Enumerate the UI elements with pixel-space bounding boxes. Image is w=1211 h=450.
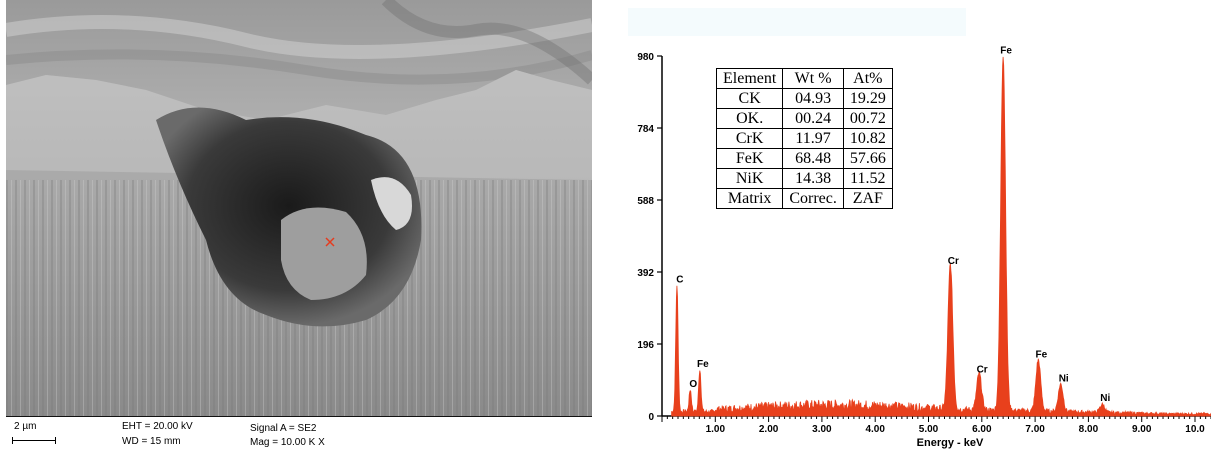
- wd-label: WD = 15 mm: [122, 436, 181, 447]
- x-tick-label: 7.00: [1025, 424, 1045, 435]
- mag-label: Mag = 10.00 K X: [250, 437, 325, 448]
- peak-label: Ni: [1059, 373, 1069, 384]
- eds-spectrum: 0 196 392 588 784 980 1.00 2.00 3.00 4.00 5.00 6.0…: [600, 0, 1211, 450]
- table-cell: 14.38: [782, 168, 844, 189]
- x-tick-label: 5.00: [919, 424, 939, 435]
- spectrum-chart: 0 196 392 588 784 980 1.00 2.00 3.00 4.00 5.00 6.0…: [637, 45, 1211, 449]
- sem-info-bar: 2 µm EHT = 20.00 kV WD = 15 mm Signal A …: [6, 416, 592, 450]
- table-cell: ZAF: [842, 188, 893, 209]
- peak-label: O: [689, 379, 697, 390]
- table-row: CK 04.93 19.29: [715, 88, 893, 109]
- signal-label: Signal A = SE2: [250, 423, 317, 434]
- table-cell: Correc.: [782, 188, 844, 209]
- peak-label: Ni: [1100, 393, 1110, 404]
- table-row: FeK 68.48 57.66: [715, 148, 893, 169]
- sem-micrograph: 2 µm EHT = 20.00 kV WD = 15 mm Signal A …: [6, 0, 592, 450]
- spectrum-series: [671, 56, 1211, 417]
- table-cell: At%: [842, 68, 893, 89]
- y-tick-label: 784: [637, 124, 654, 135]
- table-cell: 11.52: [842, 168, 893, 189]
- peak-label: Cr: [948, 256, 959, 267]
- x-axis-label: Energy - keV: [917, 437, 984, 449]
- spectrum-header-strip: [628, 8, 966, 36]
- y-tick-label: 980: [637, 52, 654, 63]
- x-tick-label: 10.0: [1185, 424, 1205, 435]
- x-tick-label: 2.00: [759, 424, 779, 435]
- table-row: Matrix Correc. ZAF: [715, 188, 893, 209]
- table-cell: FeK: [715, 148, 784, 169]
- scale-label: 2 µm: [14, 421, 37, 432]
- peak-label: Cr: [977, 364, 988, 375]
- table-cell: 19.29: [842, 88, 893, 109]
- peak-label: Fe: [1000, 45, 1012, 56]
- table-header-row: Element Wt % At%: [715, 68, 893, 89]
- x-tick-labels: 1.00 2.00 3.00 4.00 5.00 6.00 7.00 8.00 9.00 10.0: [661, 416, 1211, 435]
- table-cell: Matrix: [715, 188, 784, 209]
- table-cell: 04.93: [782, 88, 844, 109]
- table-row: OK. 00.24 00.72: [715, 108, 893, 129]
- table-cell: 00.24: [782, 108, 844, 129]
- y-tick-label: 392: [637, 268, 654, 279]
- x-tick-label: 3.00: [812, 424, 832, 435]
- table-cell: 11.97: [782, 128, 844, 149]
- table-row: NiK 14.38 11.52: [715, 168, 893, 189]
- table-cell: Element: [715, 68, 784, 89]
- x-tick-label: 9.00: [1132, 424, 1152, 435]
- peak-label: Fe: [697, 359, 709, 370]
- y-tick-label: 196: [637, 340, 654, 351]
- table-cell: Wt %: [782, 68, 844, 89]
- scale-bar: [12, 437, 56, 444]
- table-cell: 57.66: [842, 148, 893, 169]
- table-cell: 00.72: [842, 108, 893, 129]
- x-tick-label: 4.00: [865, 424, 885, 435]
- table-row: CrK 11.97 10.82: [715, 128, 893, 149]
- y-tick-label: 588: [637, 196, 654, 207]
- table-cell: 68.48: [782, 148, 844, 169]
- table-cell: CK: [715, 88, 784, 109]
- x-tick-label: 6.00: [972, 424, 992, 435]
- composition-table: Element Wt % At% CK 04.93 19.29 OK. 00.24 00.72 C…: [715, 68, 893, 209]
- x-tick-label: 1.00: [706, 424, 726, 435]
- peak-label: C: [676, 274, 683, 285]
- y-tick-labels: 0 196 392 588 784 980: [637, 52, 662, 423]
- table-cell: OK.: [715, 108, 784, 129]
- table-cell: NiK: [715, 168, 784, 189]
- table-cell: 10.82: [842, 128, 893, 149]
- table-cell: CrK: [715, 128, 784, 149]
- peak-label: Fe: [1035, 350, 1047, 361]
- y-tick-label: 0: [648, 412, 654, 423]
- x-tick-label: 8.00: [1079, 424, 1099, 435]
- eht-label: EHT = 20.00 kV: [122, 421, 193, 432]
- sem-image: [6, 0, 592, 416]
